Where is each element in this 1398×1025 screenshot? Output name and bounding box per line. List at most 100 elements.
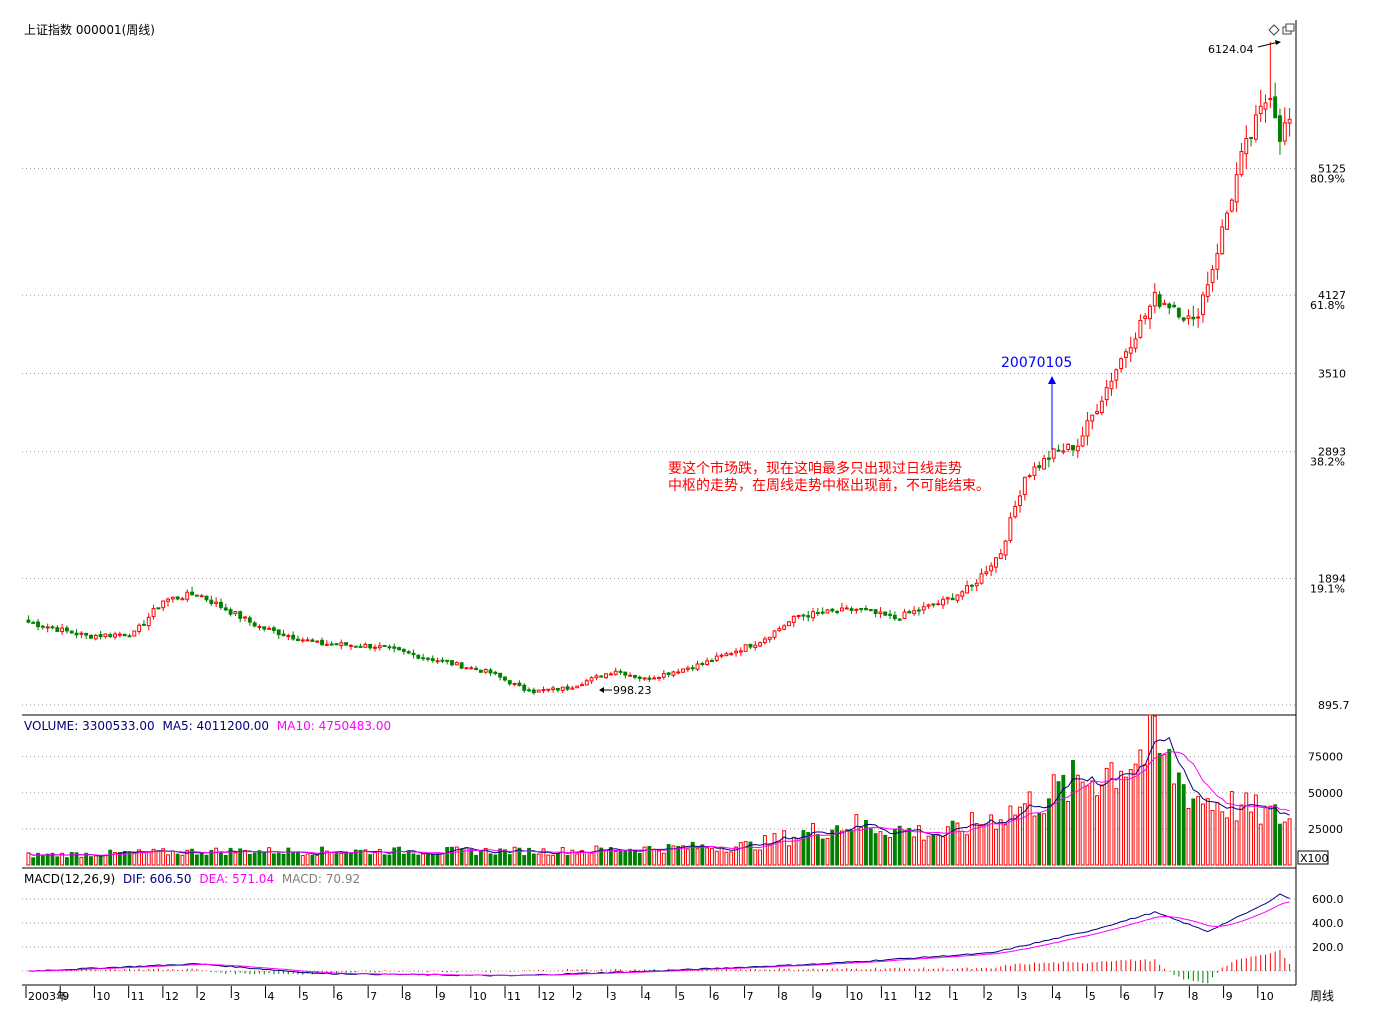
candle-body bbox=[1210, 269, 1215, 283]
x-tick-label: 10 bbox=[473, 990, 487, 1003]
volume-bar bbox=[1244, 792, 1249, 866]
volume-bar bbox=[406, 850, 411, 866]
volume-bar bbox=[1172, 783, 1177, 866]
candle-body bbox=[84, 632, 89, 636]
candle-body bbox=[103, 633, 108, 638]
candle-body bbox=[907, 611, 912, 614]
candle-body bbox=[329, 643, 334, 646]
volume-bar bbox=[1143, 764, 1148, 866]
volume-bar bbox=[93, 855, 98, 866]
candle-body bbox=[257, 626, 262, 629]
volume-bar bbox=[1234, 820, 1239, 866]
volume-bar bbox=[286, 847, 291, 866]
candle-body bbox=[676, 671, 681, 674]
x-tick-label: 3 bbox=[1020, 990, 1027, 1003]
restore-icon[interactable] bbox=[1282, 23, 1295, 35]
candle-body bbox=[613, 670, 618, 675]
volume-tick-label: 25000 bbox=[1308, 823, 1343, 836]
candle-body bbox=[753, 644, 758, 648]
candle-body bbox=[233, 611, 238, 614]
candle-body bbox=[377, 645, 382, 649]
x-tick-label: 2 bbox=[199, 990, 206, 1003]
candle-body bbox=[955, 594, 960, 601]
candle-body bbox=[1148, 305, 1152, 320]
candle-body bbox=[252, 622, 257, 627]
candle-body bbox=[1244, 138, 1249, 155]
candle-body bbox=[685, 667, 690, 670]
candle-body bbox=[979, 573, 984, 584]
macd-tick-label: 200.0 bbox=[1312, 941, 1344, 954]
volume-bar bbox=[1032, 815, 1037, 866]
candle-body bbox=[430, 658, 435, 662]
volume-bar bbox=[758, 849, 763, 866]
candle-body bbox=[368, 643, 373, 649]
volume-bar bbox=[1191, 798, 1196, 866]
volume-bar bbox=[425, 853, 430, 866]
candle-body bbox=[132, 630, 137, 637]
volume-bar bbox=[690, 841, 695, 866]
volume-bar bbox=[1186, 808, 1191, 866]
volume-bar bbox=[1075, 774, 1080, 866]
volume-bar bbox=[175, 853, 180, 866]
candle-body bbox=[247, 617, 252, 623]
volume-bar bbox=[503, 849, 507, 866]
volume-bar bbox=[936, 834, 941, 866]
volume-bar bbox=[1046, 798, 1051, 866]
volume-bar bbox=[854, 814, 859, 866]
diamond-icon[interactable] bbox=[1268, 24, 1280, 36]
volume-bar bbox=[1056, 781, 1061, 866]
candle-body bbox=[1282, 122, 1287, 142]
macd-histogram bbox=[32, 949, 1291, 984]
candle-body bbox=[1273, 96, 1278, 119]
volume-bar bbox=[252, 852, 257, 866]
volume-bar bbox=[1022, 803, 1027, 866]
candle-body bbox=[1253, 114, 1258, 140]
candle-body bbox=[1027, 475, 1032, 478]
price-tick-label: 3510 bbox=[1318, 367, 1346, 380]
candle-body bbox=[897, 618, 902, 621]
candle-body bbox=[1032, 466, 1037, 476]
candle-body bbox=[1167, 303, 1172, 309]
candle-body bbox=[700, 663, 705, 666]
candle-body bbox=[695, 663, 700, 670]
volume-bar bbox=[416, 854, 421, 866]
volume-bar bbox=[825, 837, 830, 866]
candle-body bbox=[767, 636, 772, 640]
x-tick-label: 9 bbox=[62, 990, 69, 1003]
volume-bar bbox=[233, 852, 238, 866]
candle-body bbox=[512, 682, 517, 685]
volume-bar bbox=[512, 846, 517, 866]
volume-bar bbox=[1095, 795, 1099, 866]
volume-bar bbox=[536, 853, 541, 866]
volume-bar bbox=[84, 852, 89, 866]
volume-bar bbox=[450, 846, 454, 866]
volume-bar bbox=[156, 850, 161, 866]
volume-bar bbox=[613, 851, 618, 866]
candle-body bbox=[1013, 505, 1018, 518]
volume-bar bbox=[916, 825, 921, 866]
candle-body bbox=[296, 638, 300, 642]
volume-bar bbox=[1008, 805, 1013, 866]
candle-body bbox=[1051, 448, 1056, 459]
x-tick-label: 4 bbox=[268, 990, 275, 1003]
volume-bar bbox=[377, 848, 382, 866]
candle-body bbox=[474, 667, 479, 671]
candle-body bbox=[373, 646, 377, 649]
volume-bar bbox=[478, 850, 483, 866]
volume-tick-label: 50000 bbox=[1308, 787, 1343, 800]
candle-body bbox=[681, 668, 686, 673]
volume-bar bbox=[517, 847, 522, 866]
candle-body bbox=[113, 633, 117, 638]
candle-body bbox=[98, 634, 103, 638]
candle-body bbox=[1095, 411, 1099, 414]
candle-body bbox=[522, 684, 527, 691]
candle-body bbox=[1191, 316, 1196, 320]
volume-bar bbox=[320, 846, 324, 866]
x-tick-label: 7 bbox=[1157, 990, 1164, 1003]
low-arrow bbox=[599, 687, 612, 693]
volume-bar bbox=[1220, 811, 1225, 866]
candle-body bbox=[710, 660, 714, 663]
volume-bar bbox=[353, 849, 358, 866]
macd-name: MACD(12,26,9) bbox=[24, 872, 115, 886]
